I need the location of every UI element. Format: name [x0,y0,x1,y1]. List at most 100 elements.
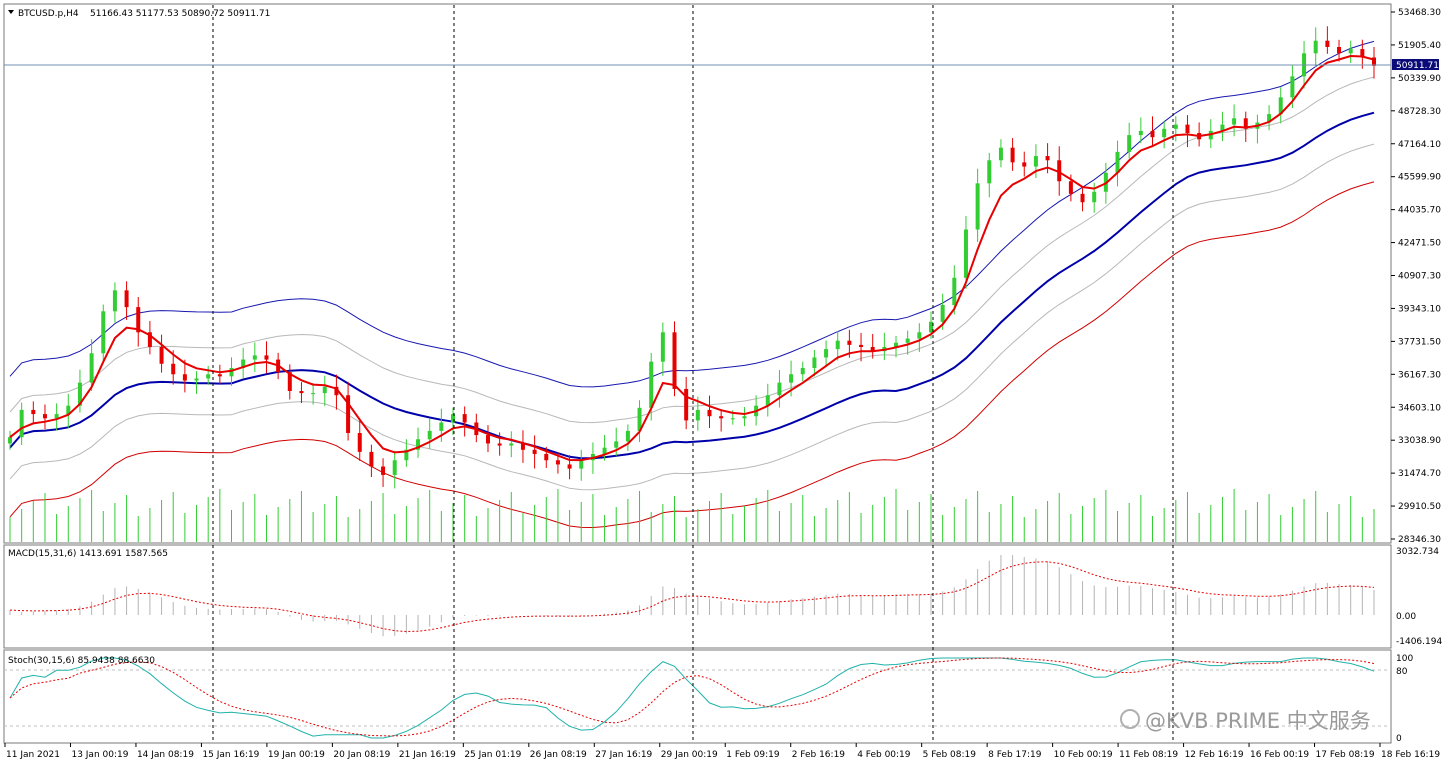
macd-axis-bottom: -1406.194 [1396,637,1442,647]
candle-body [742,416,747,419]
time-tick-label: 29 Jan 00:19 [661,750,718,760]
candle-body [987,160,992,184]
candle-body [1033,156,1038,167]
ohlc-readout: 51166.43 51177.53 50890.72 50911.71 [90,9,270,19]
price-tick-label: 40907.30 [1398,272,1441,282]
macd-axis-zero: 0.00 [1396,612,1416,622]
upper-envelope-line [9,40,1375,388]
candle-body [182,374,187,381]
time-tick-label: 1 Feb 09:19 [726,750,780,760]
candle-body [439,422,444,431]
candle-body [894,342,899,347]
candle-body [101,311,106,354]
main-pane[interactable] [3,3,1392,544]
weibo-logo-icon [1120,709,1140,729]
candle-body [1022,162,1027,167]
candle-body [77,382,82,406]
candle-body [124,290,129,308]
time-axis: 11 Jan 2021 13 Jan 00:19 14 Jan 08:19 15 Ja… [4,743,1440,760]
candle-body [777,382,782,396]
candle-body [1372,57,1376,66]
symbol-dropdown-icon[interactable] [8,10,14,14]
candle-body [730,418,735,420]
time-tick-label: 14 Jan 08:19 [137,750,194,760]
macd-signal-line [9,561,1375,633]
candle-body [485,435,490,444]
candle-body [812,357,817,368]
price-tick-label: 53468.30 [1398,8,1441,18]
stoch-axis-0: 0 [1396,734,1402,744]
candle-body [1267,114,1272,123]
candle-body [19,409,24,438]
time-tick-label: 11 Jan 2021 [6,750,60,760]
candle-body [1360,49,1365,58]
candle-body [1232,118,1237,125]
candle-body [147,332,152,347]
time-tick-label: 10 Feb 00:19 [1054,750,1113,760]
time-tick-label: 2 Feb 16:19 [792,750,846,760]
candle-body [940,305,945,322]
candle-body [497,443,502,446]
candle-body [509,443,514,446]
time-tick-label: 12 Feb 16:19 [1185,750,1244,760]
price-tick-label: 51905.40 [1398,41,1441,51]
stoch-pane[interactable] [3,649,1392,744]
candle-body [322,386,327,394]
candle-body [707,409,712,417]
candle-body [695,409,700,421]
candle-body [112,290,117,312]
candle-body [42,414,47,419]
candle-body [859,344,864,347]
candle-body [835,340,840,350]
candle-body [299,391,304,394]
candle-body [8,437,12,444]
candle-body [334,386,339,396]
time-tick-label: 21 Jan 16:19 [399,750,456,760]
candle-body [1278,97,1283,115]
price-tick-label: 28346.30 [1398,535,1441,545]
candle-body [252,355,257,360]
price-tick-label: 45599.90 [1398,173,1441,183]
candle-body [719,416,724,419]
lower-inner-envelope-line [9,143,1375,491]
watermark: @KVB PRIME 中文服务 [1120,709,1371,733]
main-price-axis: 53468.30 51905.40 50339.90 48728.30 47164.10… [1391,8,1441,545]
stoch-signal-line [9,657,1375,737]
time-tick-label: 26 Jan 08:19 [530,750,587,760]
candle-body [1150,130,1155,138]
time-tick-label: 20 Jan 08:19 [333,750,390,760]
symbol-label: BTCUSD.p,H4 [18,9,79,19]
candle-body [1080,193,1085,203]
stoch-axis-100: 100 [1396,654,1413,664]
candle-body [649,361,654,408]
candle-body [451,414,456,423]
candle-body [789,374,794,383]
price-tick-label: 39343.10 [1398,304,1441,314]
stoch-main-line [9,657,1375,739]
candle-body [206,374,211,379]
candle-body [637,407,642,431]
candle-body [928,321,933,333]
time-tick-label: 11 Feb 08:19 [1119,750,1178,760]
macd-plot [9,555,1375,637]
price-tick-label: 31474.70 [1398,469,1441,479]
candle-body [136,307,141,333]
current-price-tag [1392,59,1439,70]
candle-body [870,346,875,352]
candle-body [1348,49,1353,54]
candle-body [544,453,549,461]
candle-body [1010,147,1015,163]
candle-body [579,460,584,469]
fast-ema-line [9,54,1375,462]
candle-body [917,332,922,339]
candle-body [171,363,176,375]
price-tick-label: 33038.90 [1398,436,1441,446]
time-tick-label: 16 Feb 00:19 [1250,750,1309,760]
watermark-text: @KVB PRIME 中文服务 [1145,709,1371,733]
candle-body [416,439,421,450]
candle-body [1045,156,1050,161]
candle-body [229,367,234,377]
candle-body [952,277,957,306]
time-tick-label: 18 Feb 16:19 [1381,750,1440,760]
